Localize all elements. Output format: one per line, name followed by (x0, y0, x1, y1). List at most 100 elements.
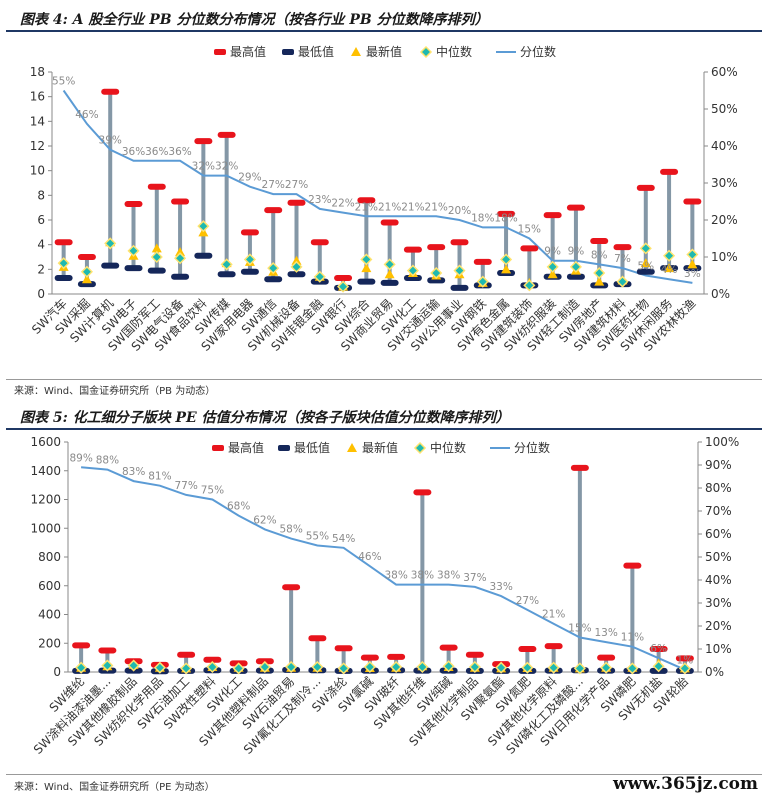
percentile-label: 55% (306, 531, 329, 543)
max-marker (98, 647, 117, 654)
median-marker (686, 248, 699, 261)
percentile-label: 39% (99, 135, 122, 147)
y-tick-label: 2 (37, 262, 45, 276)
min-marker (124, 265, 143, 272)
median-marker (197, 220, 210, 233)
percentile-label: 20% (448, 205, 471, 217)
percentile-label: 27% (516, 595, 539, 607)
percentile-label: 1% (677, 655, 694, 667)
max-marker (403, 246, 422, 253)
max-marker (217, 131, 236, 138)
max-marker (360, 654, 379, 661)
median-marker (75, 661, 88, 674)
min-marker (101, 262, 120, 269)
chart-title-bar: 图表 4: A 股全行业 PB 分位数分布情况（按各行业 PB 分位数降序排列） (6, 6, 762, 32)
percentile-label: 62% (253, 514, 276, 526)
percentile-label: 21% (542, 609, 565, 621)
median-marker (652, 660, 665, 673)
median-marker (600, 661, 613, 674)
max-marker (240, 229, 259, 236)
median-marker (639, 242, 652, 255)
percentile-label: 27% (285, 179, 308, 191)
y2-tick-label: 10% (705, 642, 732, 656)
max-marker (334, 274, 353, 281)
legend-label: 中位数 (436, 44, 472, 59)
median-marker (258, 660, 271, 674)
y-tick-label: 0 (37, 287, 45, 301)
latest-marker (175, 247, 186, 257)
y-tick-label: 16 (30, 90, 45, 104)
percentile-label: 37% (463, 572, 486, 584)
max-marker (310, 239, 329, 246)
percentile-label: 13% (594, 627, 617, 639)
percentile-label: 8% (591, 249, 608, 261)
median-marker (174, 252, 187, 265)
percentile-line (62, 89, 693, 284)
percentile-label: 29% (238, 172, 261, 184)
max-marker (101, 88, 120, 95)
y2-tick-label: 60% (705, 527, 732, 541)
max-marker (54, 239, 73, 246)
median-marker (180, 662, 193, 675)
median-marker (127, 244, 140, 257)
max-marker (357, 197, 376, 204)
median-marker (80, 265, 93, 278)
chart-title: 图表 5: 化工细分子版块 PE 估值分布情况（按各子版块估值分位数降序排列） (20, 410, 510, 426)
y2-tick-label: 100% (705, 435, 739, 449)
max-marker (623, 562, 642, 569)
median-marker (104, 237, 117, 250)
median-marker (363, 660, 376, 674)
legend-swatch-min (278, 445, 290, 451)
max-marker (683, 198, 702, 205)
max-marker (287, 199, 306, 206)
max-marker (450, 239, 469, 246)
median-marker (523, 279, 536, 292)
latest-marker (384, 269, 395, 279)
latest-marker (687, 259, 698, 269)
y2-tick-label: 0% (705, 665, 724, 679)
max-marker (308, 635, 327, 642)
y-tick-label: 1400 (30, 464, 61, 478)
max-marker (77, 254, 96, 260)
y2-tick-label: 50% (705, 550, 732, 564)
y2-tick-label: 50% (711, 102, 738, 116)
max-marker (203, 656, 222, 663)
percentile-label: 75% (201, 485, 224, 497)
y2-tick-label: 70% (705, 504, 732, 518)
max-marker (497, 210, 516, 217)
percentile-label: 38% (411, 570, 434, 582)
y-tick-label: 6 (37, 213, 45, 227)
percentile-label: 54% (332, 533, 355, 545)
y-tick-label: 18 (30, 65, 45, 79)
percentile-label: 5% (637, 261, 654, 273)
legend-label: 最新值 (362, 440, 398, 455)
percentile-label: 89% (69, 452, 92, 464)
min-marker (194, 252, 213, 259)
min-marker (54, 274, 73, 281)
max-marker (334, 645, 353, 652)
median-marker (206, 660, 219, 674)
median-marker (663, 249, 676, 262)
y-tick-label: 1000 (30, 521, 61, 535)
percentile-label: 11% (621, 632, 644, 644)
median-marker (57, 257, 70, 270)
max-marker (439, 644, 458, 651)
latest-marker (501, 264, 512, 274)
max-marker (649, 646, 668, 652)
y2-tick-label: 10% (711, 250, 738, 264)
y-tick-label: 8 (37, 188, 45, 202)
median-marker (383, 258, 396, 271)
min-marker (264, 276, 283, 283)
percentile-label: 22% (331, 198, 354, 210)
min-marker (636, 268, 655, 275)
legend-label: 最低值 (294, 440, 330, 455)
legend-swatch-latest (347, 443, 357, 452)
y2-tick-label: 40% (705, 573, 732, 587)
percentile-label: 23% (308, 194, 331, 206)
median-marker (453, 264, 466, 277)
percentile-label: 21% (355, 201, 378, 213)
percentile-label: 15% (518, 224, 541, 236)
y2-tick-label: 0% (711, 287, 730, 301)
percentile-label: 55% (52, 76, 75, 88)
latest-marker (361, 263, 372, 273)
